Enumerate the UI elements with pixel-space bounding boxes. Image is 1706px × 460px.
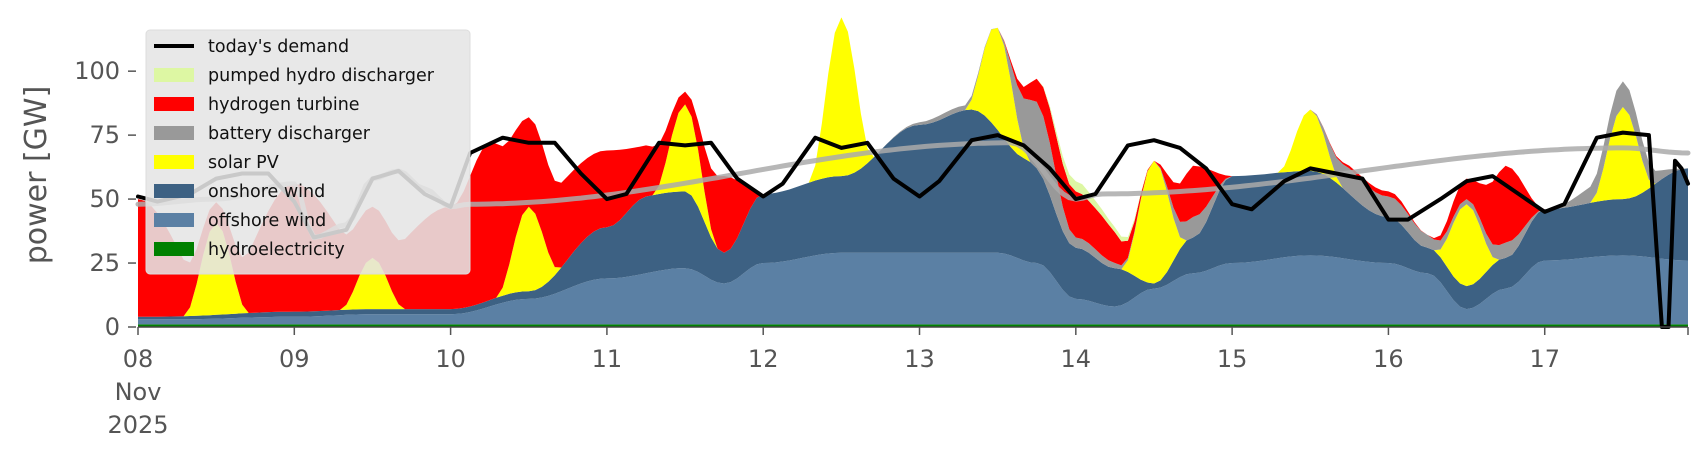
x-tick-label: 13 xyxy=(904,345,935,373)
legend-swatch xyxy=(154,184,194,198)
y-tick-label: 75 xyxy=(89,121,120,149)
legend-swatch xyxy=(154,68,194,82)
x-tick-label: 14 xyxy=(1061,345,1092,373)
legend-label: battery discharger xyxy=(208,124,371,144)
x-tick-label: 08 xyxy=(123,345,154,373)
legend-swatch xyxy=(154,213,194,227)
x-tick-sublabel: Nov xyxy=(115,378,162,406)
legend-label: pumped hydro discharger xyxy=(208,66,435,86)
x-tick-label: 15 xyxy=(1217,345,1248,373)
x-ticks: 08 Nov 2025 09 10 11 12 13 14 15 16 17 xyxy=(107,327,1689,439)
legend-label: onshore wind xyxy=(208,182,325,202)
legend-box xyxy=(145,29,471,275)
area-hydrogen-turbine xyxy=(138,17,1688,317)
x-tick-label: 10 xyxy=(435,345,466,373)
legend-label: hydrogen turbine xyxy=(208,95,360,115)
x-tick-label: 11 xyxy=(592,345,623,373)
legend-swatch xyxy=(154,97,194,111)
legend-label: hydroelectricity xyxy=(208,240,345,260)
legend-label: today's demand xyxy=(208,37,349,57)
x-tick-label: 09 xyxy=(279,345,310,373)
y-ticks: 0 25 50 75 100 xyxy=(74,57,136,341)
x-tick-label: 12 xyxy=(748,345,779,373)
legend-swatch xyxy=(154,155,194,169)
area-offshore-wind xyxy=(138,252,1688,325)
y-tick-label: 100 xyxy=(74,57,120,85)
legend-swatch xyxy=(154,242,194,256)
y-tick-label: 50 xyxy=(89,185,120,213)
x-tick-label: 17 xyxy=(1529,345,1560,373)
legend: today's demand pumped hydro discharger hyd… xyxy=(145,29,471,275)
legend-label: offshore wind xyxy=(208,211,326,231)
x-tick-label: 16 xyxy=(1373,345,1404,373)
legend-swatch xyxy=(154,126,194,140)
area-onshore-wind xyxy=(138,109,1688,320)
y-tick-label: 25 xyxy=(89,249,120,277)
legend-label: solar PV xyxy=(208,153,279,173)
x-tick-sublabel: 2025 xyxy=(107,411,168,439)
y-tick-label: 0 xyxy=(105,313,120,341)
area-solar-pv xyxy=(138,17,1688,317)
y-axis-label: power [GW] xyxy=(19,86,54,265)
